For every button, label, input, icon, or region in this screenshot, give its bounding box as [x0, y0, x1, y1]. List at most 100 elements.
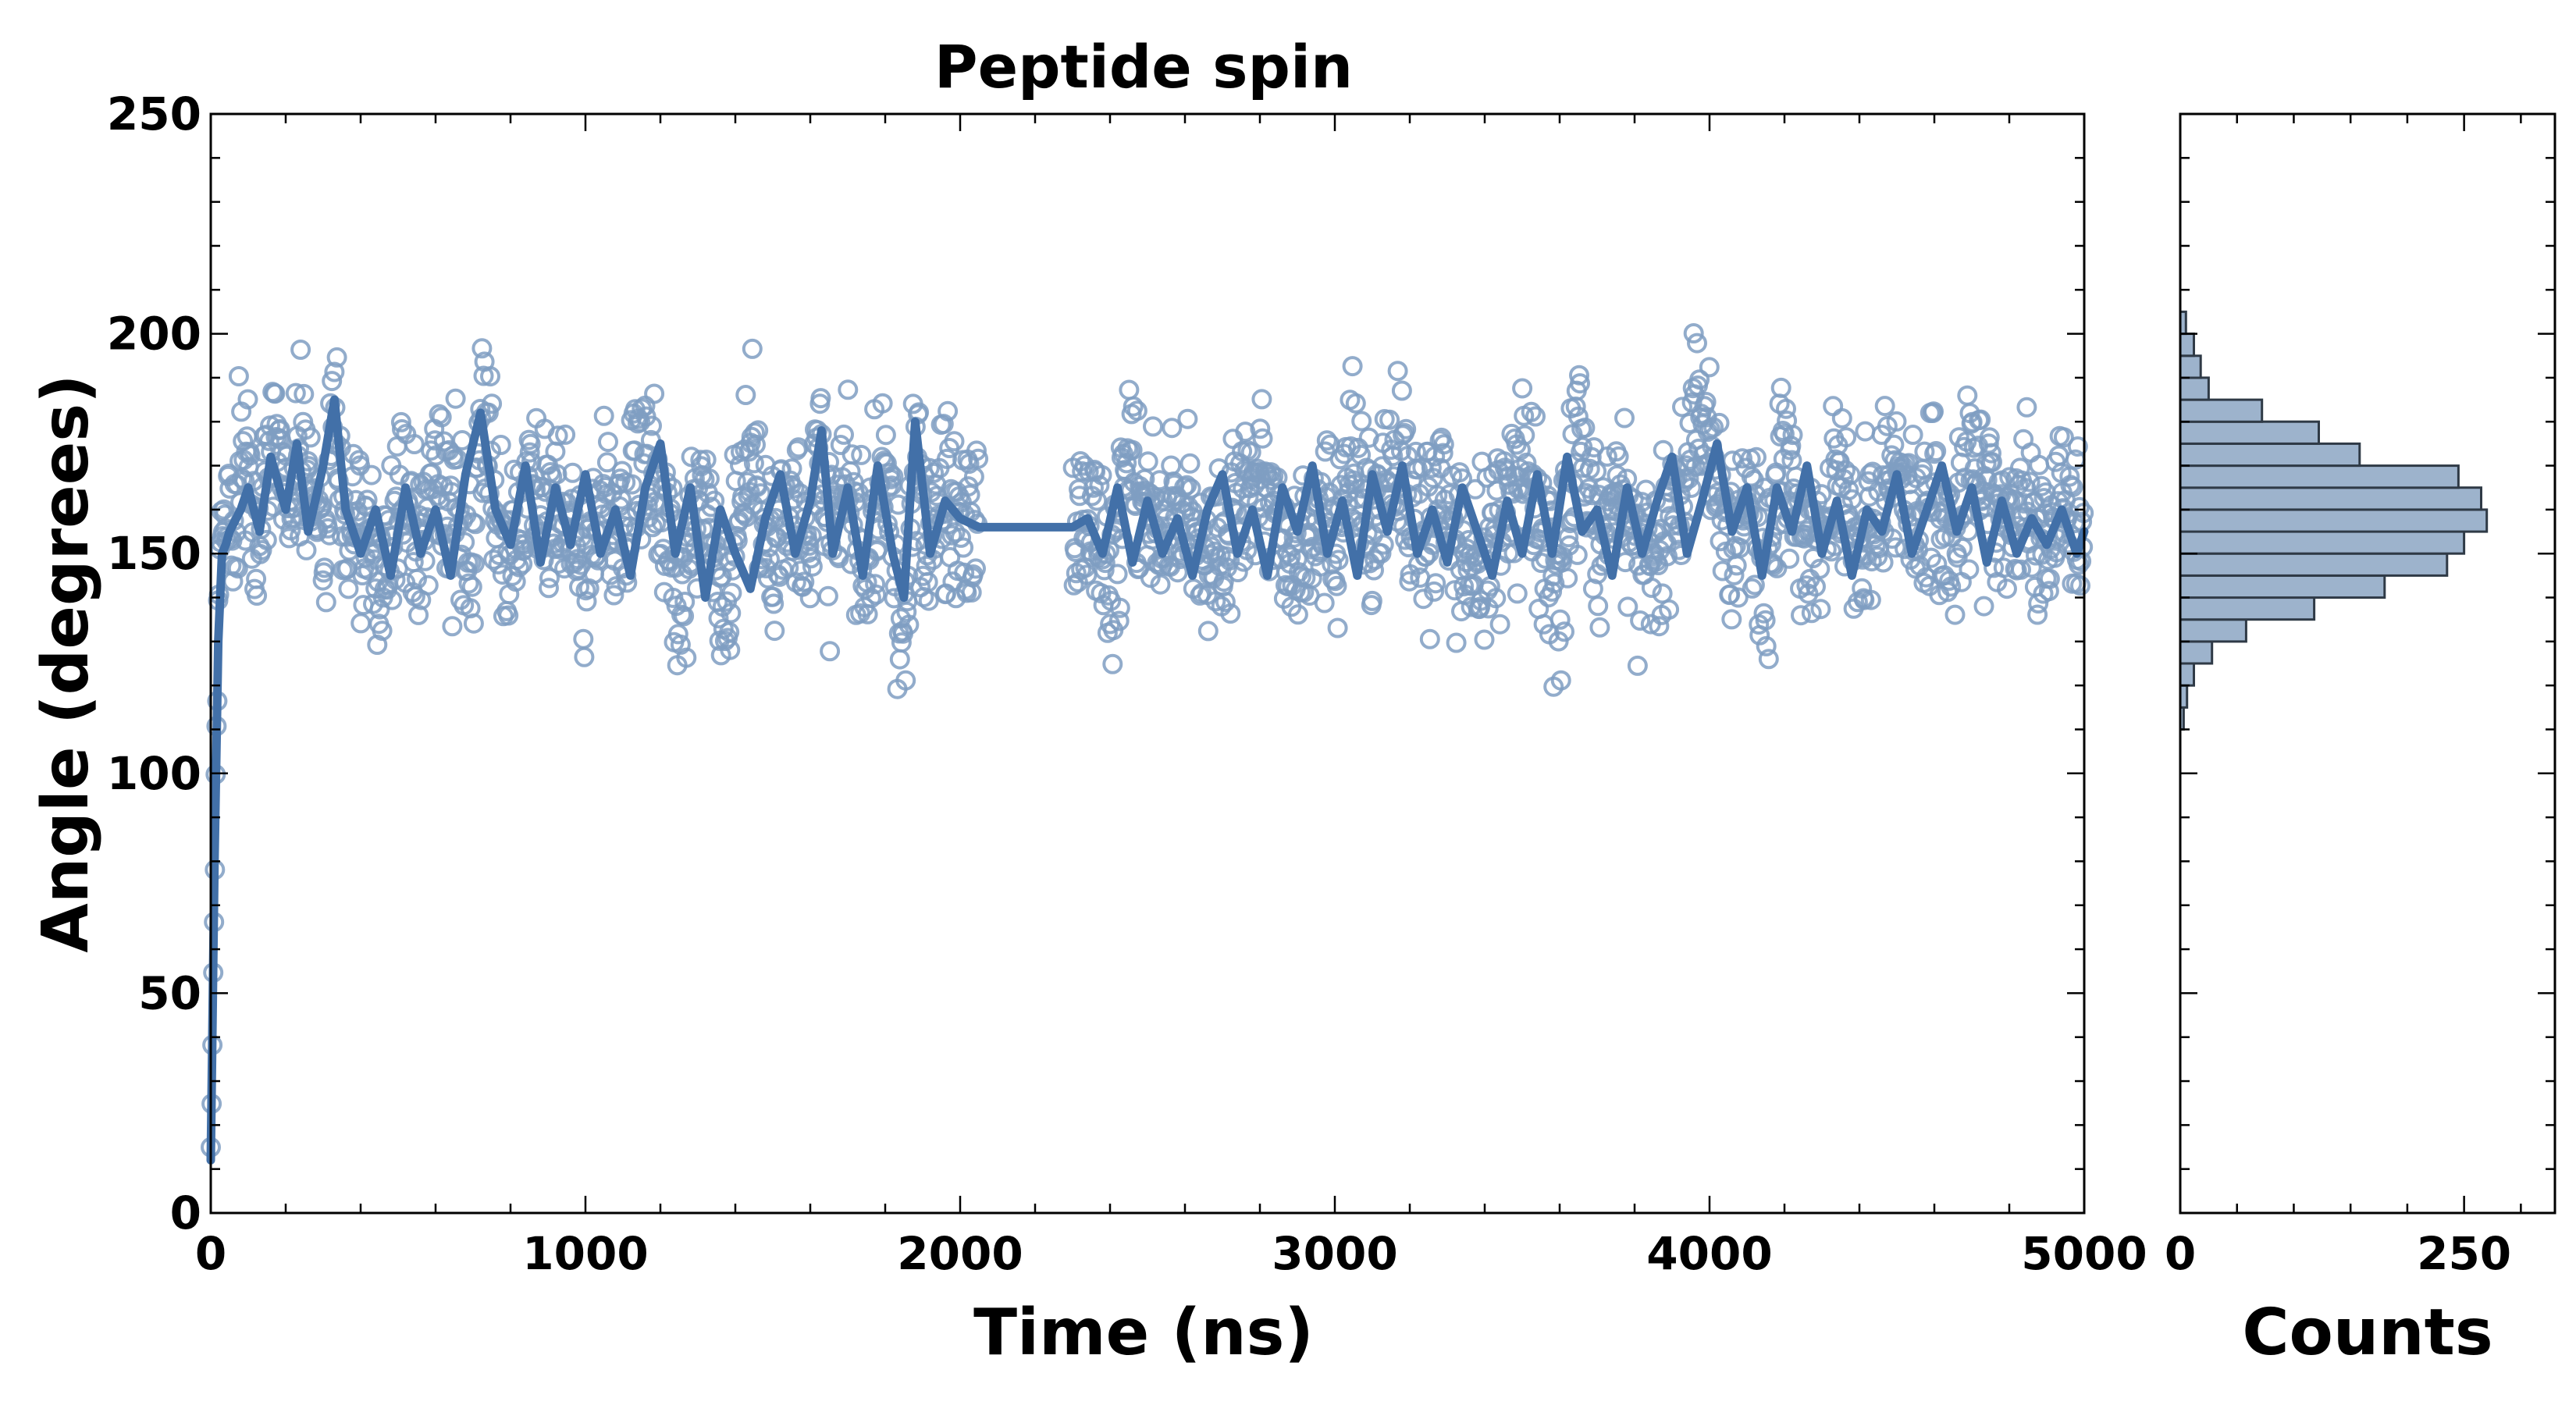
scatter-point	[228, 366, 249, 386]
scatter-point	[361, 464, 382, 486]
scatter-point	[838, 379, 859, 400]
scatter-point	[2038, 581, 2059, 602]
x-tick-label: 4000	[1646, 1227, 1772, 1280]
scatter-point	[1659, 599, 1680, 620]
scatter-point	[1287, 604, 1308, 625]
x-tick-label: 0	[195, 1227, 226, 1280]
scatter-point	[1874, 396, 1895, 417]
histogram-bar	[2179, 376, 2210, 401]
scatter-point	[1681, 477, 1702, 498]
scatter-point	[382, 589, 403, 610]
scatter-point	[2053, 427, 2074, 448]
scatter-point	[256, 529, 277, 550]
histogram-ticks: 0 250	[2165, 112, 2555, 1280]
scatter-point	[1779, 548, 1800, 569]
scatter-point	[1588, 596, 1609, 617]
scatter-point	[1351, 411, 1372, 432]
scatter-point	[810, 388, 831, 409]
scatter-point	[2039, 568, 2060, 589]
scatter-point	[763, 593, 785, 614]
scatter-point	[1695, 392, 1717, 412]
scatter-point	[324, 361, 345, 382]
scatter-point	[834, 424, 854, 445]
scatter-point	[1387, 361, 1408, 382]
scatter-point	[1614, 407, 1635, 429]
histogram-x-tick-label: 0	[2165, 1227, 2196, 1280]
scatter-point	[1758, 649, 1779, 670]
scatter-point	[463, 613, 484, 634]
scatter-point	[1512, 378, 1533, 399]
scatter-point	[1525, 406, 1546, 427]
chart-title: Peptide spin	[934, 32, 1353, 101]
scatter-point	[667, 624, 688, 645]
scatter-point	[1316, 430, 1337, 451]
scatter-point	[240, 445, 261, 466]
x-tick-label: 2000	[897, 1227, 1023, 1280]
scatter-point	[227, 558, 248, 579]
scatter-point	[676, 647, 697, 668]
scatter-point	[1854, 589, 1875, 610]
scatter-point	[696, 450, 717, 470]
scatter-point	[883, 466, 904, 487]
scatter-point	[966, 558, 986, 579]
y-tick-label: 200	[107, 308, 201, 361]
scatter-point	[1608, 446, 1629, 467]
scatter-point	[1657, 546, 1678, 567]
scatter-point	[1167, 562, 1188, 583]
histogram-bar	[2179, 486, 2482, 511]
scatter-point	[1699, 357, 1720, 378]
scatter-point	[1215, 592, 1236, 612]
scatter-point	[1220, 603, 1241, 624]
scatter-point	[1873, 552, 1894, 573]
scatter-point	[1213, 571, 1234, 592]
scatter-point	[482, 393, 503, 414]
scatter-point	[1371, 542, 1392, 564]
scatter-point	[1696, 407, 1717, 428]
scatter-point	[1399, 571, 1420, 592]
scatter-point	[800, 548, 821, 569]
scatter-point	[1742, 578, 1763, 599]
scatter-point	[735, 385, 756, 405]
scatter-point	[1617, 596, 1638, 617]
scatter-point	[1425, 573, 1446, 594]
scatter-point	[1770, 377, 1791, 398]
scatter-point	[1721, 609, 1742, 630]
scatter-point	[400, 471, 422, 492]
histogram-bar	[2179, 508, 2489, 533]
time-series-axes-frame	[209, 112, 2086, 1215]
scatter-point	[944, 431, 965, 452]
scatter-point	[1836, 427, 1857, 448]
scatter-point	[2059, 466, 2080, 487]
scatter-point	[1176, 475, 1197, 496]
scatter-point	[1982, 452, 2002, 472]
scatter-point	[963, 466, 984, 487]
scatter-point	[464, 553, 485, 574]
scatter-point	[1489, 614, 1510, 635]
scatter-point	[674, 606, 695, 627]
scatter-point	[1514, 425, 1535, 446]
scatter-point	[865, 574, 886, 595]
scatter-point	[1424, 581, 1445, 602]
scatter-point	[1379, 409, 1400, 430]
scatter-point	[458, 573, 479, 594]
scatter-point	[1859, 464, 1880, 485]
scatter-point	[1521, 401, 1542, 422]
histogram-bar	[2179, 530, 2466, 555]
running-average-line	[206, 395, 2089, 1165]
scatter-point	[1944, 604, 1966, 625]
x-tick-label: 3000	[1272, 1227, 1397, 1280]
scatter-point	[1574, 418, 1596, 438]
scatter-point	[1507, 583, 1528, 604]
scatter-point	[251, 539, 272, 560]
scatter-point	[1396, 418, 1417, 439]
scatter-point	[1474, 629, 1495, 650]
scatter-point	[918, 590, 939, 611]
scatter-point	[938, 400, 959, 422]
scatter-point	[442, 616, 463, 637]
scatter-point	[1867, 546, 1888, 567]
scatter-point	[1251, 389, 1272, 410]
scatter-point	[418, 574, 439, 596]
scatter-point	[392, 419, 412, 439]
scatter-point	[1776, 398, 1796, 419]
time-series-ticks: 0 1000 2000 3000 4000 5000 0 50 100 150 200 250	[107, 87, 2147, 1280]
